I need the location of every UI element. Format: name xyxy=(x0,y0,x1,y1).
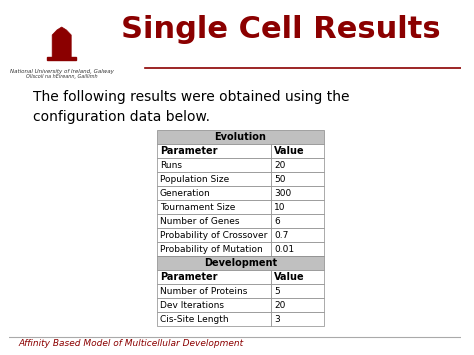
FancyBboxPatch shape xyxy=(157,242,271,256)
FancyBboxPatch shape xyxy=(157,130,324,144)
Text: 300: 300 xyxy=(274,189,292,197)
Text: 10: 10 xyxy=(274,202,285,212)
FancyBboxPatch shape xyxy=(271,312,324,326)
Text: National University of Ireland, Galway: National University of Ireland, Galway xyxy=(10,69,114,74)
Text: Parameter: Parameter xyxy=(160,272,217,282)
FancyBboxPatch shape xyxy=(157,144,271,158)
Text: Population Size: Population Size xyxy=(160,175,229,184)
FancyBboxPatch shape xyxy=(157,214,271,228)
FancyBboxPatch shape xyxy=(271,298,324,312)
FancyBboxPatch shape xyxy=(271,242,324,256)
FancyBboxPatch shape xyxy=(157,200,271,214)
Polygon shape xyxy=(47,57,76,60)
FancyBboxPatch shape xyxy=(271,144,324,158)
FancyBboxPatch shape xyxy=(157,158,271,172)
FancyBboxPatch shape xyxy=(271,284,324,298)
FancyBboxPatch shape xyxy=(271,200,324,214)
Text: Single Cell Results: Single Cell Results xyxy=(121,16,440,44)
FancyBboxPatch shape xyxy=(157,298,271,312)
FancyBboxPatch shape xyxy=(271,158,324,172)
FancyBboxPatch shape xyxy=(157,228,271,242)
FancyBboxPatch shape xyxy=(271,228,324,242)
FancyBboxPatch shape xyxy=(271,172,324,186)
Text: Ollscoil na hÉireann, Gaillimh: Ollscoil na hÉireann, Gaillimh xyxy=(26,73,98,79)
Text: Cis-Site Length: Cis-Site Length xyxy=(160,315,228,323)
Text: Number of Proteins: Number of Proteins xyxy=(160,286,247,295)
Text: Probability of Crossover: Probability of Crossover xyxy=(160,230,267,240)
FancyBboxPatch shape xyxy=(157,256,324,270)
Text: 20: 20 xyxy=(274,300,285,310)
Text: Value: Value xyxy=(274,272,305,282)
Text: 50: 50 xyxy=(274,175,285,184)
Text: The following results were obtained using the
configuration data below.: The following results were obtained usin… xyxy=(33,90,350,124)
Text: 6: 6 xyxy=(274,217,280,225)
Text: Probability of Mutation: Probability of Mutation xyxy=(160,245,263,253)
FancyBboxPatch shape xyxy=(157,172,271,186)
Text: Value: Value xyxy=(274,146,305,156)
FancyBboxPatch shape xyxy=(157,186,271,200)
Text: Evolution: Evolution xyxy=(214,132,266,142)
Text: Number of Genes: Number of Genes xyxy=(160,217,239,225)
FancyBboxPatch shape xyxy=(157,312,271,326)
Text: 3: 3 xyxy=(274,315,280,323)
Text: Tournament Size: Tournament Size xyxy=(160,202,235,212)
Text: 5: 5 xyxy=(274,286,280,295)
Text: Generation: Generation xyxy=(160,189,210,197)
Text: Runs: Runs xyxy=(160,160,182,169)
Text: Development: Development xyxy=(204,258,277,268)
Text: 0.01: 0.01 xyxy=(274,245,294,253)
FancyBboxPatch shape xyxy=(271,214,324,228)
Text: 0.7: 0.7 xyxy=(274,230,288,240)
FancyBboxPatch shape xyxy=(271,270,324,284)
FancyBboxPatch shape xyxy=(157,270,271,284)
FancyBboxPatch shape xyxy=(157,284,271,298)
Text: Parameter: Parameter xyxy=(160,146,217,156)
Text: Affinity Based Model of Multicellular Development: Affinity Based Model of Multicellular De… xyxy=(19,339,244,348)
FancyBboxPatch shape xyxy=(271,186,324,200)
Text: Dev Iterations: Dev Iterations xyxy=(160,300,224,310)
Text: 20: 20 xyxy=(274,160,285,169)
Polygon shape xyxy=(52,27,71,60)
